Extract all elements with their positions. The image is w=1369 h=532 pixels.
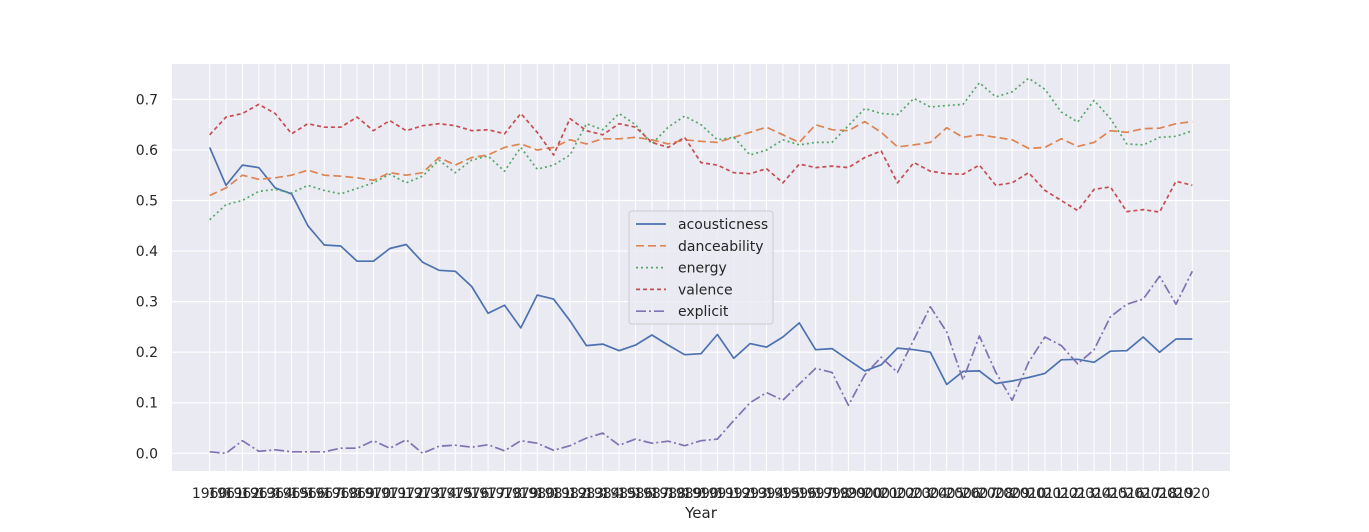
legend-label-acousticness: acousticness — [678, 217, 768, 233]
series-line-energy — [209, 77, 1193, 221]
x-tick-label: 1998 — [814, 486, 850, 502]
x-tick-label: 2014 — [1076, 486, 1112, 502]
x-tick-label: 1984 — [585, 486, 621, 502]
y-tick-labels: 0.0 0.1 0.2 0.3 0.4 0.5 0.6 0.7 — [136, 92, 158, 462]
x-tick-label: 1970 — [356, 486, 392, 502]
x-tick-label: 1968 — [323, 486, 359, 502]
x-tick-label: 1993 — [732, 486, 768, 502]
x-tick-label: 1960 — [192, 486, 228, 502]
x-tick-label: 1997 — [798, 486, 834, 502]
x-tick-label: 2003 — [896, 486, 932, 502]
legend: acousticness danceability energy valence exp… — [628, 210, 774, 325]
x-tick-label: 2007 — [962, 486, 998, 502]
x-axis-label: Year — [684, 504, 718, 522]
y-tick-label: 0.0 — [136, 446, 158, 462]
series-line-acousticness — [208, 147, 1193, 386]
x-tick-label: 1972 — [388, 486, 424, 502]
x-tick-label: 2011 — [1027, 486, 1063, 502]
series-lines — [208, 77, 1194, 455]
x-tick-label: 1992 — [716, 486, 752, 502]
y-tick-label: 0.5 — [136, 194, 158, 210]
x-tick-label: 2015 — [1093, 486, 1129, 502]
x-tick-label: 1989 — [667, 486, 703, 502]
x-tick-label: 2000 — [847, 486, 883, 502]
x-tick-label: 2005 — [929, 486, 965, 502]
y-tick-label: 0.6 — [136, 143, 158, 159]
x-tick-label: 2016 — [1109, 486, 1145, 502]
y-tick-label: 0.2 — [136, 345, 158, 361]
x-tick-label: 1964 — [257, 486, 293, 502]
x-tick-label: 1986 — [618, 486, 654, 502]
x-tick-label: 1977 — [470, 486, 506, 502]
x-tick-label: 1994 — [749, 486, 785, 502]
grid-lines — [172, 64, 1230, 471]
x-tick-label: 1995 — [765, 486, 801, 502]
x-tick-label: 1976 — [454, 486, 490, 502]
series-line-valence — [209, 103, 1193, 213]
x-tick-label: 1974 — [421, 486, 457, 502]
x-tick-label: 2006 — [945, 486, 981, 502]
x-tick-label: 2004 — [912, 486, 948, 502]
y-tick-label: 0.3 — [136, 295, 158, 311]
x-tick-labels: 1960196119621963196419651966196719681969… — [192, 486, 1210, 502]
x-tick-label: 2017 — [1125, 486, 1161, 502]
x-tick-label: 2001 — [863, 486, 899, 502]
x-tick-label: 2013 — [1060, 486, 1096, 502]
x-tick-label: 1981 — [536, 486, 572, 502]
x-tick-label: 1971 — [372, 486, 408, 502]
legend-label-energy: energy — [678, 261, 727, 277]
legend-label-danceability: danceability — [678, 239, 764, 255]
x-tick-label: 1988 — [650, 486, 686, 502]
x-tick-label: 2019 — [1158, 486, 1194, 502]
x-tick-label: 1985 — [601, 486, 637, 502]
x-tick-label: 1996 — [781, 486, 817, 502]
series-line-explicit — [209, 270, 1194, 455]
x-tick-label: 2008 — [978, 486, 1014, 502]
x-tick-label: 1987 — [634, 486, 670, 502]
y-tick-label: 0.7 — [136, 92, 158, 108]
x-tick-label: 1967 — [306, 486, 342, 502]
x-tick-label: 1978 — [487, 486, 523, 502]
x-tick-label: 1966 — [290, 486, 326, 502]
x-tick-label: 1962 — [225, 486, 261, 502]
x-tick-label: 1991 — [700, 486, 736, 502]
x-tick-label: 1999 — [831, 486, 867, 502]
x-tick-label: 1979 — [503, 486, 539, 502]
x-tick-label: 1965 — [274, 486, 310, 502]
legend-label-valence: valence — [678, 282, 733, 298]
legend-label-explicit: explicit — [678, 304, 729, 320]
x-tick-label: 1982 — [552, 486, 588, 502]
x-tick-label: 2020 — [1175, 486, 1211, 502]
x-tick-label: 1973 — [405, 486, 441, 502]
x-tick-label: 2010 — [1011, 486, 1047, 502]
x-tick-label: 2018 — [1142, 486, 1178, 502]
series-line-danceability — [209, 120, 1193, 197]
x-tick-label: 1961 — [208, 486, 244, 502]
legend-box — [628, 210, 774, 325]
x-tick-label: 2002 — [880, 486, 916, 502]
x-tick-label: 1969 — [339, 486, 375, 502]
x-tick-label: 1990 — [683, 486, 719, 502]
x-tick-label: 2012 — [1043, 486, 1079, 502]
x-tick-label: 1983 — [569, 486, 605, 502]
x-tick-label: 1980 — [519, 486, 555, 502]
y-tick-label: 0.1 — [136, 396, 158, 412]
x-tick-label: 1975 — [438, 486, 474, 502]
x-tick-label: 1963 — [241, 486, 277, 502]
y-tick-label: 0.4 — [136, 244, 158, 260]
x-tick-label: 2009 — [994, 486, 1030, 502]
